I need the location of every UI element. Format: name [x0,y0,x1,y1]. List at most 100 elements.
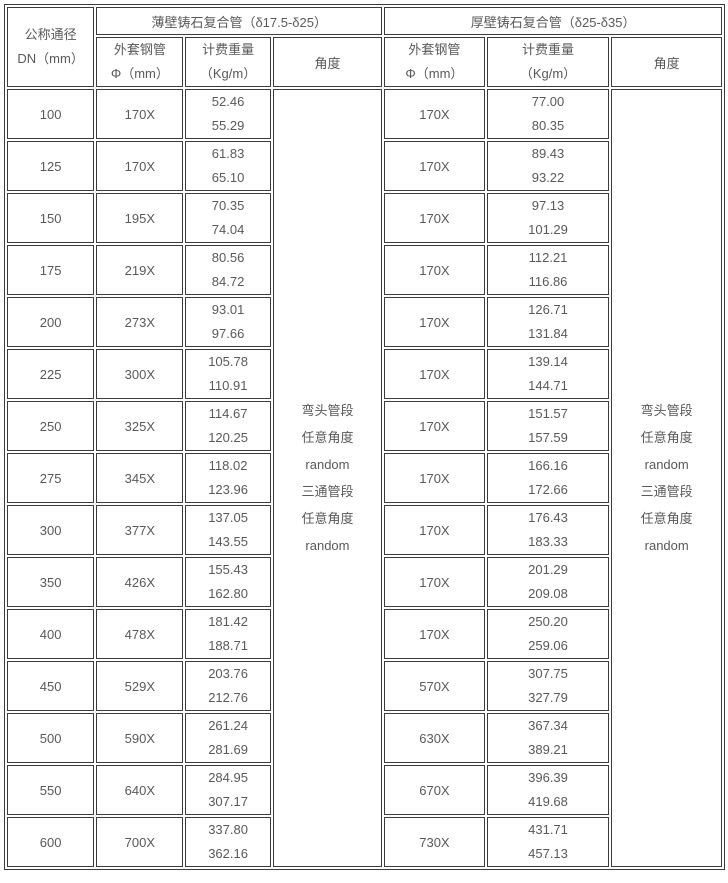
cell-line: 261.24 [208,718,248,733]
cell-line: 155.43 [208,562,248,577]
cell-line: 61.83 [211,146,245,161]
table-row: 550 640X 284.95 307.17 670X 396.39 419.68 [7,765,722,815]
thick-weight-cell: 89.43 93.22 [486,141,610,191]
header-thin-pipe-line1: 外套钢管 [113,42,166,57]
cell-line: 120.25 [208,430,248,445]
cell-line: 101.29 [528,222,568,237]
header-dn: 公称通径 DN（mm） [7,7,95,87]
table-row: 350 426X 155.43 162.80 170X 201.29 209.08 [7,557,722,607]
thin-weight-cell: 261.24 281.69 [185,713,271,763]
table-row: 125 170X 61.83 65.10 170X 89.43 93.22 [7,141,722,191]
header-thick-group: 厚壁铸石复合管（δ25-δ35） [384,7,722,35]
table-row: 275 345X 118.02 123.96 170X 166.16 172.66 [7,453,722,503]
thin-weight-cell: 118.02 123.96 [185,453,271,503]
thick-pipe-cell: 630X [384,713,485,763]
header-thin-pipe: 外套钢管 Φ（mm） [96,37,184,87]
header-dn-line1: 公称通径 [24,27,77,42]
table-row: 450 529X 203.76 212.76 570X 307.75 327.79 [7,661,722,711]
thick-pipe-cell: 670X [384,765,485,815]
cell-line: 137.05 [208,510,248,525]
cell-line: 139.14 [528,354,568,369]
cell-line: 65.10 [211,170,245,185]
header-thin-group: 薄壁铸石复合管（δ17.5-δ25） [96,7,383,35]
thin-angle-cell: 弯头管段 任意角度 random 三通管段 任意角度 random [272,89,383,867]
dn-cell: 300 [7,505,95,555]
table-row: 400 478X 181.42 188.71 170X 250.20 259.06 [7,609,722,659]
cell-line: 93.22 [531,170,565,185]
thin-pipe-cell: 700X [96,817,184,867]
table-row: 500 590X 261.24 281.69 630X 367.34 389.21 [7,713,722,763]
cell-line: 307.17 [208,794,248,809]
thick-weight-cell: 176.43 183.33 [486,505,610,555]
cell-line: 162.80 [208,586,248,601]
header-thin-weight: 计费重量 （Kg/m） [185,37,271,87]
dn-cell: 225 [7,349,95,399]
cell-line: 419.68 [528,794,568,809]
cell-line: 123.96 [208,482,248,497]
thin-weight-cell: 137.05 143.55 [185,505,271,555]
cell-line: 77.00 [531,94,565,109]
cell-line: 143.55 [208,534,248,549]
dn-cell: 200 [7,297,95,347]
cell-line: 84.72 [211,274,245,289]
cell-line: 118.02 [208,458,248,473]
cell-line: 188.71 [208,638,248,653]
header-thin-weight-line1: 计费重量 [202,42,255,57]
cell-line: random [644,457,689,472]
cell-line: 457.13 [528,846,568,861]
thin-weight-cell: 80.56 84.72 [185,245,271,295]
table-row: 250 325X 114.67 120.25 170X 151.57 157.59 [7,401,722,451]
cell-line: 任意角度 [301,511,354,526]
thick-pipe-cell: 170X [384,609,485,659]
cell-line: 70.35 [211,198,245,213]
table-row: 100 170X 52.46 55.29 弯头管段 任意角度 random 三通管段 任意角度 r… [7,89,722,867]
dn-cell: 400 [7,609,95,659]
cell-line: 337.80 [208,822,248,837]
cell-line: 389.21 [528,742,568,757]
thick-pipe-cell: 170X [384,505,485,555]
header-thick-weight-line1: 计费重量 [522,42,575,57]
thin-pipe-cell: 478X [96,609,184,659]
thin-weight-cell: 93.01 97.66 [185,297,271,347]
thick-weight-cell: 396.39 419.68 [486,765,610,815]
thin-pipe-cell: 377X [96,505,184,555]
thin-pipe-cell: 170X [96,89,184,139]
cell-line: 209.08 [528,586,568,601]
cell-line: random [305,538,350,553]
thick-weight-cell: 77.00 80.35 [486,89,610,139]
cell-line: 431.71 [528,822,568,837]
cell-line: 367.34 [528,718,568,733]
cell-line: 176.43 [528,510,568,525]
dn-cell: 500 [7,713,95,763]
cell-line: 任意角度 [640,511,693,526]
thick-pipe-cell: 170X [384,89,485,139]
thin-pipe-cell: 195X [96,193,184,243]
cell-line: 任意角度 [640,430,693,445]
thin-pipe-cell: 325X [96,401,184,451]
cell-line: 362.16 [208,846,248,861]
header-thick-angle: 角度 [611,37,722,87]
cell-line: 307.75 [528,666,568,681]
cell-line: random [305,457,350,472]
thick-weight-cell: 431.71 457.13 [486,817,610,867]
thin-pipe-cell: 590X [96,713,184,763]
thick-weight-cell: 166.16 172.66 [486,453,610,503]
cell-line: 105.78 [208,354,248,369]
thick-weight-cell: 139.14 144.71 [486,349,610,399]
header-thick-pipe-line2: Φ（mm） [405,66,464,81]
thin-pipe-cell: 345X [96,453,184,503]
cell-line: 114.67 [208,406,248,421]
table-row: 150 195X 70.35 74.04 170X 97.13 101.29 [7,193,722,243]
thick-weight-cell: 367.34 389.21 [486,713,610,763]
cell-line: 93.01 [211,302,245,317]
table-row: 300 377X 137.05 143.55 170X 176.43 183.33 [7,505,722,555]
thick-pipe-cell: 170X [384,453,485,503]
thick-weight-cell: 307.75 327.79 [486,661,610,711]
header-thick-weight-line2: （Kg/m） [519,66,577,81]
cell-line: 131.84 [528,326,568,341]
header-row-2: 外套钢管 Φ（mm） 计费重量 （Kg/m） 角度 外套钢管 Φ（mm） 计费重… [7,37,722,87]
thick-weight-cell: 201.29 209.08 [486,557,610,607]
thick-weight-cell: 126.71 131.84 [486,297,610,347]
thin-weight-cell: 284.95 307.17 [185,765,271,815]
